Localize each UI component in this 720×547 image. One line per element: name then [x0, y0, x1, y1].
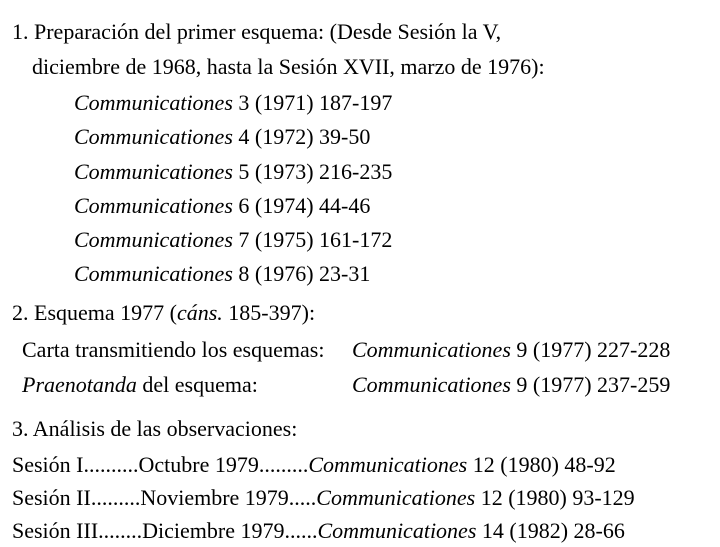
list-item: Communicationes 3 (1971) 187-197: [74, 86, 708, 120]
section2-citation: Communicationes 9 (1977) 227-228: [352, 332, 670, 367]
journal-title: Communicationes: [74, 193, 233, 218]
journal-title: Communicationes: [352, 372, 511, 397]
citation-rest: 8 (1976) 23-31: [233, 261, 370, 286]
journal-title: Communicationes: [74, 261, 233, 286]
list-item: Communicationes 4 (1972) 39-50: [74, 120, 708, 154]
journal-title: Communicationes: [316, 485, 475, 510]
section2-it: cáns.: [177, 300, 223, 325]
section3-row: Sesión III........Diciembre 1979......Co…: [12, 514, 708, 547]
session-pre: Sesión III........Diciembre 1979......: [12, 518, 318, 543]
citation-rest: 3 (1971) 187-197: [233, 90, 392, 115]
session-pre: Sesión I..........Octubre 1979.........: [12, 452, 308, 477]
section3-heading: 3. Análisis de las observaciones:: [12, 411, 708, 446]
section1-heading: 1. Preparación del primer esquema: (Desd…: [12, 14, 708, 84]
journal-title: Communicationes: [74, 90, 233, 115]
section3-row: Sesión I..........Octubre 1979.........C…: [12, 448, 708, 481]
section2-citation: Communicationes 9 (1977) 237-259: [352, 367, 670, 402]
section2-pre: 2. Esquema 1977 (: [12, 300, 177, 325]
list-item: Communicationes 8 (1976) 23-31: [74, 257, 708, 291]
citation-rest: 4 (1972) 39-50: [233, 124, 370, 149]
section1-list: Communicationes 3 (1971) 187-197 Communi…: [74, 86, 708, 291]
list-item: Communicationes 7 (1975) 161-172: [74, 223, 708, 257]
section2-label: Carta transmitiendo los esquemas:: [22, 332, 352, 367]
journal-title: Communicationes: [74, 124, 233, 149]
journal-title: Communicationes: [74, 159, 233, 184]
journal-title: Communicationes: [318, 518, 477, 543]
session-pre: Sesión II.........Noviembre 1979.....: [12, 485, 316, 510]
citation-rest: 6 (1974) 44-46: [233, 193, 370, 218]
citation-rest: 12 (1980) 93-129: [475, 485, 634, 510]
section2-heading: 2. Esquema 1977 (cáns. 185-397):: [12, 295, 708, 330]
list-item: Communicationes 6 (1974) 44-46: [74, 189, 708, 223]
citation-rest: 14 (1982) 28-66: [476, 518, 624, 543]
journal-title: Communicationes: [74, 227, 233, 252]
section2-label: Praenotanda del esquema:: [22, 367, 352, 402]
journal-title: Communicationes: [308, 452, 467, 477]
citation-rest: 9 (1977) 237-259: [511, 372, 670, 397]
section2-post: 185-397):: [223, 300, 315, 325]
citation-rest: 7 (1975) 161-172: [233, 227, 392, 252]
list-item: Communicationes 5 (1973) 216-235: [74, 155, 708, 189]
section2-row: Carta transmitiendo los esquemas: Commun…: [22, 332, 708, 367]
citation-rest: 5 (1973) 216-235: [233, 159, 392, 184]
citation-rest: 12 (1980) 48-92: [467, 452, 615, 477]
citation-rest: 9 (1977) 227-228: [511, 337, 670, 362]
section1-line2: diciembre de 1968, hasta la Sesión XVII,…: [32, 54, 545, 79]
section1-line1: 1. Preparación del primer esquema: (Desd…: [12, 19, 501, 44]
journal-title: Communicationes: [352, 337, 511, 362]
section2-row: Praenotanda del esquema: Communicationes…: [22, 367, 708, 402]
section3-row: Sesión II.........Noviembre 1979.....Com…: [12, 481, 708, 514]
